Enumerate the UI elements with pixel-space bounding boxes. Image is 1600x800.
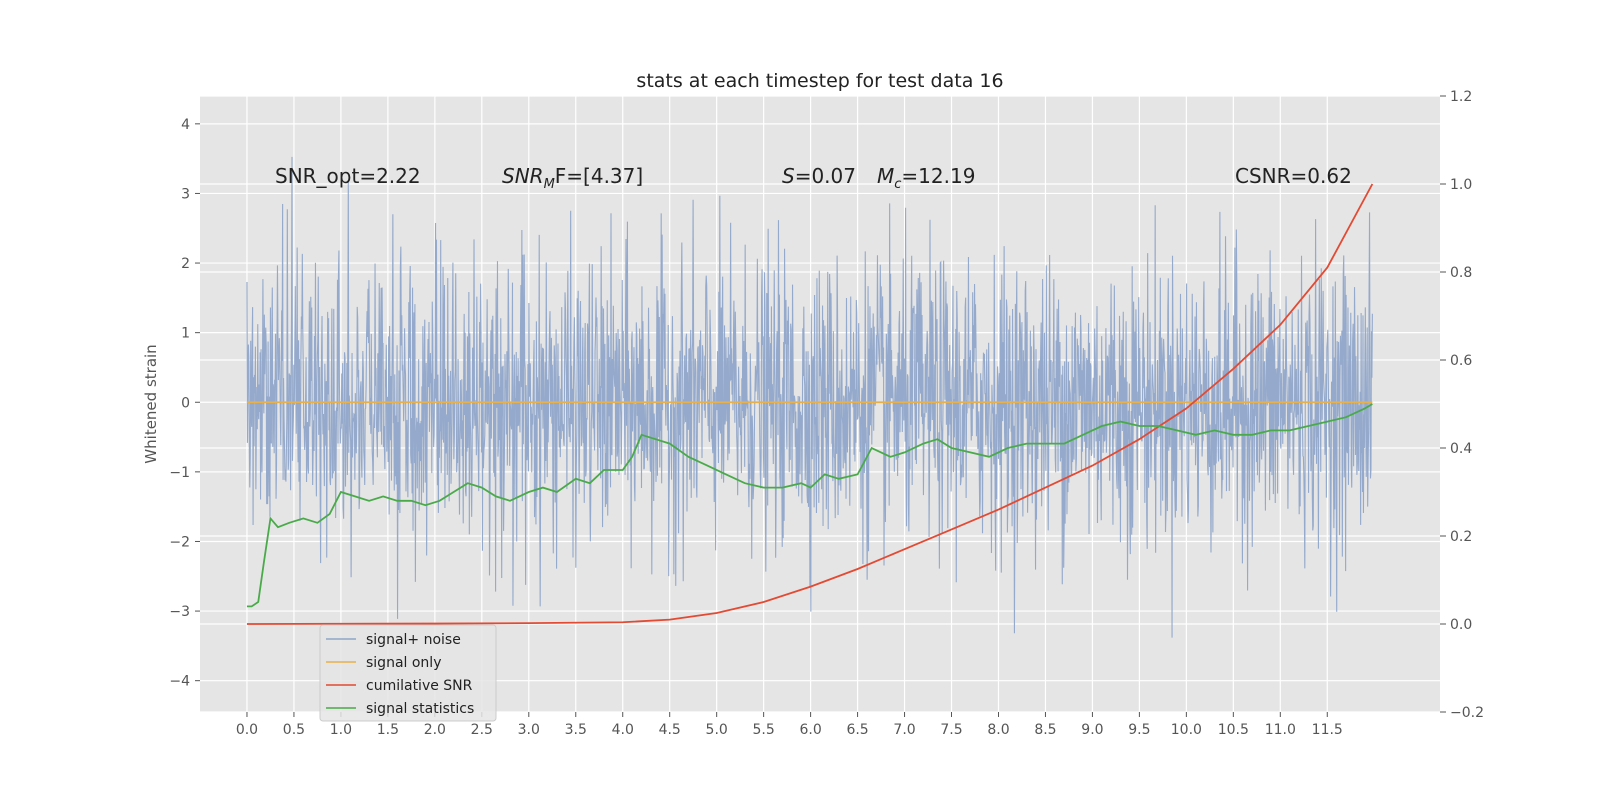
y-axis-label: Whitened strain xyxy=(142,344,160,463)
y-axis-left: −4 −3 −2 −1 0 1 2 3 4 xyxy=(169,117,200,690)
x-tick-label: 8.0 xyxy=(987,722,1009,738)
y2-tick-label: 1.0 xyxy=(1450,177,1472,193)
y-tick-label: 2 xyxy=(181,256,190,272)
legend-label-cumilative-snr: cumilative SNR xyxy=(366,678,473,694)
x-tick-label: 9.5 xyxy=(1128,722,1150,738)
x-tick-label: 11.0 xyxy=(1265,722,1296,738)
y-tick-label: −2 xyxy=(169,534,190,550)
x-tick-label: 3.5 xyxy=(565,722,587,738)
y-tick-label: 0 xyxy=(181,395,190,411)
x-axis: 0.0 0.5 1.0 1.5 2.0 2.5 3.0 3.5 4.0 4.5 5.0 5.5 6.0 6… xyxy=(236,712,1343,738)
x-tick-label: 1.5 xyxy=(377,722,399,738)
x-tick-label: 7.5 xyxy=(940,722,962,738)
y2-tick-label: 0.2 xyxy=(1450,529,1472,545)
grid-lines xyxy=(200,95,1440,713)
annotation-mc-sub: c xyxy=(894,177,901,192)
legend-label-signal-only: signal only xyxy=(366,655,441,671)
annotation-mc: Mc=12.19 xyxy=(877,164,975,192)
annotation-mc-rest: =12.19 xyxy=(901,164,975,188)
y2-tick-label: −0.2 xyxy=(1450,705,1484,721)
y2-tick-label: 0.0 xyxy=(1450,617,1472,633)
x-tick-label: 2.5 xyxy=(471,722,493,738)
annotation-snr-mf-rest: F=[4.37] xyxy=(555,164,643,188)
line-signal-statistics xyxy=(246,403,1373,608)
annotation-s: S=0.07 xyxy=(782,164,856,188)
legend-label-signal-statistics: signal statistics xyxy=(366,701,474,717)
y2-tick-label: 0.8 xyxy=(1450,265,1472,281)
x-tick-label: 5.0 xyxy=(706,722,728,738)
legend: signal+ noise signal only cumilative SNR… xyxy=(319,624,497,722)
x-tick-label: 10.0 xyxy=(1171,722,1202,738)
x-tick-label: 0.5 xyxy=(283,722,305,738)
chart-title: stats at each timestep for test data 16 xyxy=(636,70,1003,92)
legend-box xyxy=(319,624,497,722)
y2-tick-label: 0.4 xyxy=(1450,441,1472,457)
series-lines xyxy=(246,183,1374,625)
x-tick-label: 2.0 xyxy=(424,722,446,738)
series-signal-noise xyxy=(246,156,1373,638)
x-tick-label: 6.5 xyxy=(846,722,868,738)
x-tick-label: 11.5 xyxy=(1312,722,1343,738)
x-tick-label: 6.0 xyxy=(799,722,821,738)
y-tick-label: −3 xyxy=(169,604,190,620)
x-tick-label: 4.5 xyxy=(659,722,681,738)
annotation-csnr: CSNR=0.62 xyxy=(1235,164,1352,188)
line-cumilative-snr xyxy=(246,183,1374,625)
y-tick-label: 4 xyxy=(181,117,190,133)
legend-label-signal-noise: signal+ noise xyxy=(366,632,461,648)
x-tick-label: 1.0 xyxy=(330,722,352,738)
x-tick-label: 5.5 xyxy=(753,722,775,738)
x-tick-label: 3.0 xyxy=(518,722,540,738)
annotation-s-main: S xyxy=(782,164,795,188)
x-tick-label: 0.0 xyxy=(236,722,258,738)
plot-area xyxy=(200,96,1440,712)
annotation-mc-main: M xyxy=(877,164,894,188)
y-axis-right: −0.2 0.0 0.2 0.4 0.6 0.8 1.0 1.2 xyxy=(1440,89,1484,721)
annotation-s-rest: =0.07 xyxy=(795,164,856,188)
line-signal-noise xyxy=(246,156,1373,638)
annotation-snr-mf: SNRMF=[4.37] xyxy=(502,164,643,192)
annotation-snr-mf-sub: M xyxy=(544,177,555,192)
x-tick-label: 7.0 xyxy=(893,722,915,738)
y-tick-label: 1 xyxy=(181,326,190,342)
y-tick-label: 3 xyxy=(181,186,190,202)
annotation-snr-mf-main: SNR xyxy=(502,164,544,188)
y-tick-label: −1 xyxy=(169,465,190,481)
x-tick-label: 9.0 xyxy=(1081,722,1103,738)
y-tick-label: −4 xyxy=(169,674,190,690)
annotation-snr-opt: SNR_opt=2.22 xyxy=(275,164,421,188)
y2-tick-label: 0.6 xyxy=(1450,353,1472,369)
x-tick-label: 8.5 xyxy=(1034,722,1056,738)
x-tick-label: 10.5 xyxy=(1218,722,1249,738)
x-tick-label: 4.0 xyxy=(612,722,634,738)
y2-tick-label: 1.2 xyxy=(1450,89,1472,105)
